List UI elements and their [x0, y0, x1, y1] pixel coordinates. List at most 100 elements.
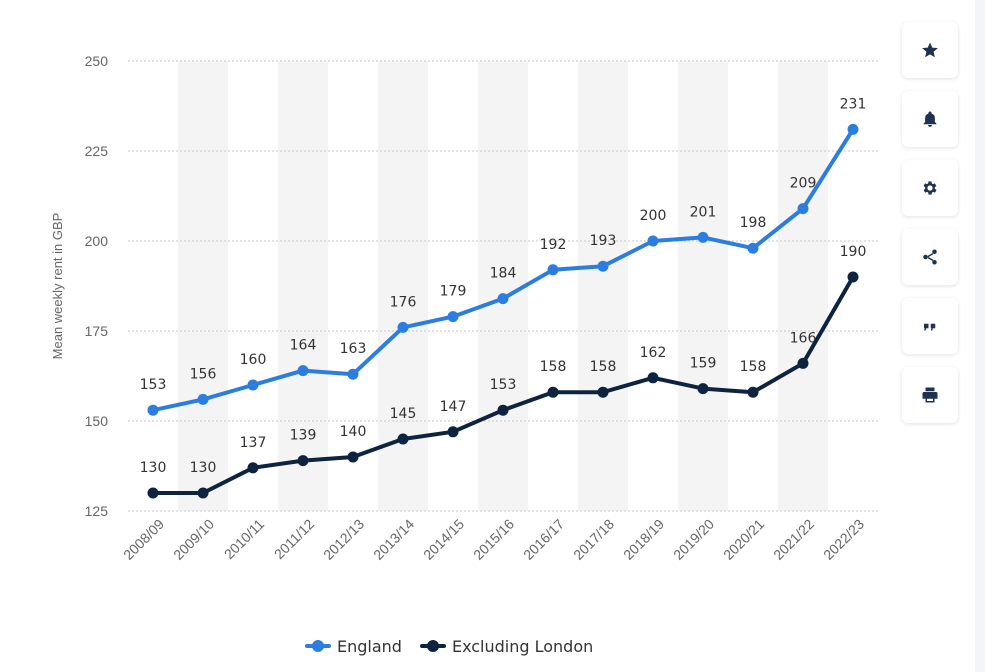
point-excluding-london-8[interactable] — [547, 386, 559, 398]
data-label-excluding-london: 130 — [140, 460, 167, 476]
point-excluding-london-10[interactable] — [647, 372, 659, 384]
x-tick-label: 2022/23 — [820, 516, 867, 563]
data-label-excluding-london: 147 — [440, 399, 467, 415]
point-england-1[interactable] — [197, 393, 209, 405]
data-labels: 153 156 160 164 163 176 179 184 192 193 200 201 198 2… — [140, 96, 867, 476]
band-13 — [778, 61, 828, 511]
y-tick-label: 125 — [85, 503, 109, 519]
point-england-11[interactable] — [697, 231, 709, 243]
y-axis-label: Mean weekly rent in GBP — [50, 213, 65, 360]
point-england-6[interactable] — [447, 311, 459, 323]
data-label-england: 198 — [740, 215, 767, 231]
data-label-excluding-london: 158 — [540, 359, 567, 375]
bell-icon — [923, 111, 937, 127]
data-label-excluding-london: 190 — [840, 244, 867, 260]
point-excluding-london-1[interactable] — [197, 487, 209, 499]
point-england-12[interactable] — [747, 242, 759, 254]
point-england-14[interactable] — [847, 123, 859, 135]
data-label-england: 192 — [540, 237, 567, 253]
point-england-10[interactable] — [647, 235, 659, 247]
x-tick-label: 2010/11 — [221, 516, 268, 563]
point-excluding-london-14[interactable] — [847, 271, 859, 283]
y-tick-label: 250 — [85, 53, 109, 69]
x-axis-ticks: 2008/09 2009/10 2010/11 2011/12 2012/13 2013/… — [120, 516, 867, 563]
data-label-england: 201 — [690, 204, 717, 220]
point-england-7[interactable] — [497, 293, 509, 305]
point-excluding-london-3[interactable] — [297, 455, 309, 467]
alternate-bands — [178, 61, 828, 511]
point-excluding-london-9[interactable] — [597, 386, 609, 398]
print-button[interactable] — [902, 367, 958, 423]
tool-sidebar — [902, 22, 958, 423]
data-label-england: 163 — [340, 341, 367, 357]
point-excluding-london-11[interactable] — [697, 383, 709, 395]
point-excluding-london-13[interactable] — [797, 357, 809, 369]
x-tick-label: 2019/20 — [670, 516, 717, 563]
point-england-4[interactable] — [347, 368, 359, 380]
data-label-excluding-london: 153 — [490, 377, 517, 393]
data-label-england: 156 — [190, 366, 217, 382]
x-tick-label: 2008/09 — [120, 516, 167, 563]
data-label-excluding-london: 140 — [340, 424, 367, 440]
data-label-england: 231 — [840, 96, 867, 112]
data-label-england: 193 — [590, 233, 617, 249]
y-axis-ticks: 125 150 175 200 225 250 — [85, 53, 109, 519]
legend-item-england[interactable]: England — [305, 637, 402, 656]
data-label-excluding-london: 137 — [240, 435, 267, 451]
legend-swatch-england — [305, 640, 331, 652]
data-label-england: 179 — [440, 284, 467, 300]
data-label-england: 176 — [390, 294, 417, 310]
x-tick-label: 2009/10 — [170, 516, 217, 563]
x-tick-label: 2020/21 — [720, 516, 767, 563]
band-3 — [278, 61, 328, 511]
settings-button[interactable] — [902, 160, 958, 216]
x-tick-label: 2011/12 — [271, 516, 318, 563]
star-icon — [922, 42, 938, 58]
band-1 — [178, 61, 228, 511]
x-tick-label: 2016/17 — [520, 516, 567, 563]
x-tick-label: 2013/14 — [370, 516, 417, 563]
point-excluding-london-6[interactable] — [447, 426, 459, 438]
point-excluding-london-0[interactable] — [147, 487, 159, 499]
point-england-0[interactable] — [147, 404, 159, 416]
data-label-england: 160 — [240, 352, 267, 368]
point-england-3[interactable] — [297, 365, 309, 377]
notification-button[interactable] — [902, 91, 958, 147]
point-excluding-london-4[interactable] — [347, 451, 359, 463]
band-7 — [478, 61, 528, 511]
data-label-england: 200 — [640, 208, 667, 224]
share-icon — [923, 249, 937, 265]
point-excluding-london-12[interactable] — [747, 386, 759, 398]
x-tick-label: 2014/15 — [420, 516, 467, 563]
point-england-2[interactable] — [247, 379, 259, 391]
favorite-button[interactable] — [902, 22, 958, 78]
band-11 — [678, 61, 728, 511]
point-excluding-london-2[interactable] — [247, 462, 259, 474]
gridlines — [128, 60, 878, 512]
x-tick-label: 2015/16 — [470, 516, 517, 563]
legend-item-excluding-london[interactable]: Excluding London — [419, 636, 594, 656]
point-england-13[interactable] — [797, 203, 809, 215]
y-tick-label: 175 — [85, 323, 109, 339]
point-excluding-london-7[interactable] — [497, 404, 509, 416]
x-tick-label: 2012/13 — [320, 516, 367, 563]
legend: England Excluding London — [305, 634, 593, 658]
point-england-9[interactable] — [597, 260, 609, 272]
data-label-england: 209 — [790, 176, 817, 192]
cite-button[interactable] — [902, 298, 958, 354]
band-9 — [578, 61, 628, 511]
series-points[interactable] — [147, 123, 859, 499]
data-label-excluding-london: 162 — [640, 345, 667, 361]
y-tick-label: 225 — [85, 143, 109, 159]
legend-label-england: England — [337, 636, 402, 656]
data-label-excluding-london: 159 — [690, 356, 717, 372]
legend-label-excluding-london: Excluding London — [451, 636, 594, 656]
share-button[interactable] — [902, 229, 958, 285]
point-england-5[interactable] — [397, 321, 409, 333]
data-label-excluding-london: 130 — [190, 460, 217, 476]
data-label-excluding-london: 158 — [740, 359, 767, 375]
y-tick-label: 150 — [85, 413, 109, 429]
point-england-8[interactable] — [547, 264, 559, 276]
point-excluding-london-5[interactable] — [397, 433, 409, 445]
